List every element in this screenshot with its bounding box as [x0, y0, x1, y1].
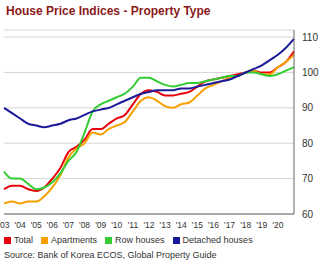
svg-text:60: 60 — [302, 209, 314, 220]
svg-text:'13: '13 — [160, 220, 171, 230]
svg-text:'07: '07 — [63, 220, 74, 230]
svg-text:'06: '06 — [47, 220, 58, 230]
svg-text:'17: '17 — [224, 220, 235, 230]
svg-text:'18: '18 — [240, 220, 251, 230]
svg-text:'03: '03 — [8, 220, 10, 230]
svg-text:'19: '19 — [256, 220, 267, 230]
html-text:Source: Bank of Korea ECOS, Gl: Source: Bank of Korea ECOS, Global Prope… — [4, 250, 217, 260]
html-text:Total: Total — [14, 235, 33, 245]
svg-text:70: 70 — [302, 173, 314, 184]
svg-text:100: 100 — [302, 67, 316, 78]
svg-text:'11: '11 — [128, 220, 139, 230]
svg-text:110: 110 — [302, 32, 316, 43]
svg-text:'09: '09 — [95, 220, 106, 230]
svg-text:'16: '16 — [208, 220, 219, 230]
svg-text:'20: '20 — [272, 220, 283, 230]
svg-text:'04: '04 — [15, 220, 26, 230]
html-text:House Price Indices - Property: House Price Indices - Property Type — [6, 4, 211, 18]
svg-text:'05: '05 — [31, 220, 42, 230]
html-text:Apartments: Apartments — [51, 235, 97, 245]
svg-text:80: 80 — [302, 138, 314, 149]
svg-text:90: 90 — [302, 102, 314, 113]
svg-text:'08: '08 — [79, 220, 90, 230]
svg-text:'12: '12 — [143, 220, 154, 230]
svg-text:'10: '10 — [111, 220, 122, 230]
html-text:Row houses: Row houses — [115, 235, 165, 245]
html-text:Detached houses: Detached houses — [182, 235, 253, 245]
svg-text:'15: '15 — [192, 220, 203, 230]
svg-text:'14: '14 — [176, 220, 187, 230]
